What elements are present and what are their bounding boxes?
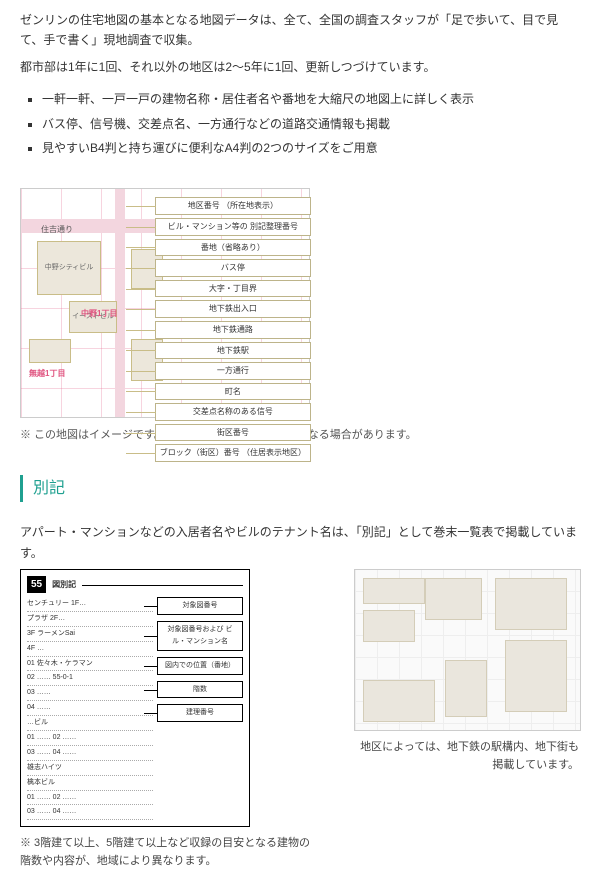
bekki-row: 02 …… 55-0-1	[27, 671, 153, 686]
bekki-row: 03 ……	[27, 686, 153, 701]
map-legend-item: 番地（省略あり）	[155, 239, 311, 257]
bekki-listing: センチュリー 1F… プラザ 2F… 3F ラーメンSai 4F … 01 佐々…	[27, 597, 153, 820]
bekki-column: 55 図別記 センチュリー 1F… プラザ 2F… 3F ラーメンSai 4F …	[20, 569, 314, 871]
bekki-row: 01 …… 02 ……	[27, 731, 153, 746]
bekki-row: 03 …… 04 ……	[27, 805, 153, 820]
map-legend-item: 地区番号 （所在地表示）	[155, 197, 311, 215]
bekki-row: プラザ 2F…	[27, 612, 153, 627]
bekki-note: ※ 3階建て以上、5階建て以上など収録の目安となる建物の階数や内容が、地域により…	[20, 835, 314, 870]
map-figure: 中野シティビル イーストビル 住吉通り 中野1丁目 無越1丁目 地区番号 （所在…	[20, 188, 581, 418]
bekki-row: 01 …… 02 ……	[27, 791, 153, 806]
bekki-lead: アパート・マンションなどの入居者名やビルのテナント名は、「別記」として巻末一覧表…	[20, 522, 581, 563]
feature-item: バス停、信号機、交差点名、一方通行などの道路交通情報も掲載	[42, 114, 581, 134]
building-block	[29, 339, 71, 363]
building-block: 中野シティビル	[37, 241, 101, 295]
map-street-label: 住吉通り	[41, 223, 73, 237]
map-area-label: 中野1丁目	[81, 307, 117, 321]
feature-item: 一軒一軒、一戸一戸の建物名称・居住者名や番地を大縮尺の地図上に詳しく表示	[42, 89, 581, 109]
bekki-row: 04 ……	[27, 701, 153, 716]
map-legend-column: 地区番号 （所在地表示） ビル・マンション等の 別記整理番号 番地（省略あり） …	[155, 197, 311, 462]
bekki-row: 3F ラーメンSai	[27, 627, 153, 642]
bekki-row: 雄志ハイツ	[27, 761, 153, 776]
map-legend-item: ビル・マンション等の 別記整理番号	[155, 218, 311, 236]
map-legend-item: 地下鉄駅	[155, 342, 311, 360]
bekki-callout: 対象図番号	[157, 597, 243, 615]
bekki-row: 03 …… 04 ……	[27, 746, 153, 761]
bekki-row: 4F …	[27, 642, 153, 657]
map-legend-item: 町名	[155, 383, 311, 401]
bekki-callouts: 対象図番号 対象図番号および ビル・マンション名 図内での位置（番地） 階数 建…	[157, 597, 243, 820]
underground-map-image	[354, 569, 581, 731]
bekki-callout: 建理番号	[157, 704, 243, 722]
bekki-sample-image: 55 図別記 センチュリー 1F… プラザ 2F… 3F ラーメンSai 4F …	[20, 569, 250, 827]
bekki-header-text: 図別記	[52, 578, 76, 592]
bekki-callout: 図内での位置（番地）	[157, 657, 243, 675]
underground-column: 地区によっては、地下鉄の駅構内、地下街も掲載しています。	[354, 569, 581, 774]
bekki-row: 檎本ビル	[27, 776, 153, 791]
map-sample-image: 中野シティビル イーストビル 住吉通り 中野1丁目 無越1丁目 地区番号 （所在…	[20, 188, 310, 418]
map-legend-item: 一方通行	[155, 362, 311, 380]
bekki-header-number: 55	[27, 576, 46, 593]
intro-paragraph-1: ゼンリンの住宅地図の基本となる地図データは、全て、全国の調査スタッフが「足で歩い…	[20, 10, 581, 51]
feature-item: 見やすいB4判と持ち運びに便利なA4判の2つのサイズをご用意	[42, 138, 581, 158]
map-area-label: 無越1丁目	[29, 367, 65, 381]
map-legend-item: 街区番号	[155, 424, 311, 442]
map-legend-item: 大字・丁目界	[155, 280, 311, 298]
bekki-row: …ビル	[27, 716, 153, 731]
underground-note: 地区によっては、地下鉄の駅構内、地下街も掲載しています。	[354, 739, 579, 774]
feature-list: 一軒一軒、一戸一戸の建物名称・居住者名や番地を大縮尺の地図上に詳しく表示 バス停…	[20, 89, 581, 158]
map-legend-item: 交差点名称のある信号	[155, 403, 311, 421]
map-legend-item: バス停	[155, 259, 311, 277]
bekki-callout: 対象図番号および ビル・マンション名	[157, 621, 243, 651]
map-legend-item: ブロック（街区）番号 （住居表示地区）	[155, 444, 311, 462]
map-legend-item: 地下鉄通路	[155, 321, 311, 339]
bekki-row: 01 佐々木・ケラマン	[27, 657, 153, 672]
section-heading-bekki: 別記	[20, 475, 581, 502]
bekki-row: センチュリー 1F…	[27, 597, 153, 612]
bekki-callout: 階数	[157, 681, 243, 699]
map-legend-item: 地下鉄出入口	[155, 300, 311, 318]
intro-paragraph-2: 都市部は1年に1回、それ以外の地区は2〜5年に1回、更新しつづけています。	[20, 57, 581, 77]
